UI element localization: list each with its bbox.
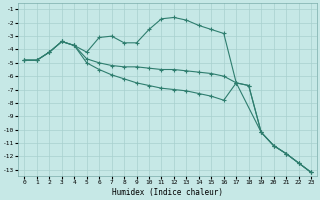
- X-axis label: Humidex (Indice chaleur): Humidex (Indice chaleur): [112, 188, 223, 197]
